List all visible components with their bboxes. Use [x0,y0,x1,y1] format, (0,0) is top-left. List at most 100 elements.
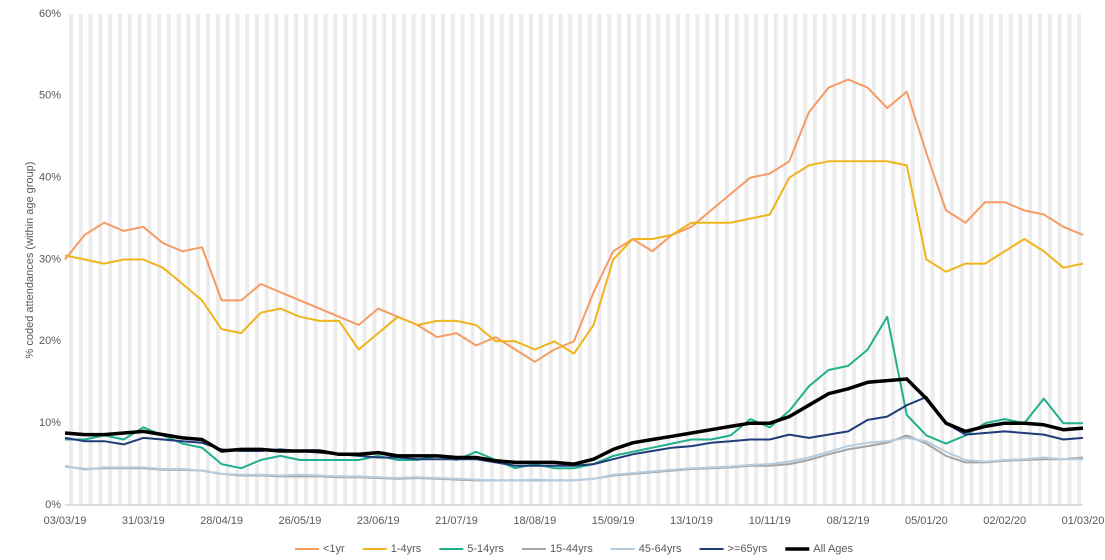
x-tick-label: 01/03/20 [1062,515,1105,527]
bg-stripe [538,14,543,505]
bg-stripe [1028,14,1033,505]
legend-label: 15-44yrs [550,543,593,555]
x-tick-label: 15/09/19 [592,515,635,527]
legend-label: 45-64yrs [639,543,682,555]
bg-stripe [1057,14,1062,505]
bg-stripe [88,14,93,505]
bg-stripe [166,14,171,505]
line-series [64,160,1084,355]
bg-stripe [949,14,954,505]
x-tick-label: 08/12/19 [827,515,870,527]
bg-stripe [812,14,817,505]
bg-stripe [734,14,739,505]
x-tick-label: 23/06/19 [357,515,400,527]
x-tick-label: 13/10/19 [670,515,713,527]
bg-stripe [891,14,896,505]
bg-stripe [969,14,974,505]
line-series [64,377,1084,466]
bg-stripe [920,14,925,505]
bg-stripe [323,14,328,505]
bg-stripe [303,14,308,505]
y-tick-label: 0% [45,499,61,511]
bg-stripe [636,14,641,505]
bg-stripe [254,14,259,505]
bg-stripe [783,14,788,505]
bg-stripe [1038,14,1043,505]
bg-stripe [822,14,827,505]
bg-stripe [509,14,514,505]
bg-stripe [431,14,436,505]
bg-stripe [773,14,778,505]
bg-stripe [489,14,494,505]
bg-stripe [578,14,582,505]
bg-stripe [147,14,152,505]
bg-stripe [421,14,426,505]
legend-label: >=65yrs [728,543,768,555]
x-tick-label: 03/03/19 [44,515,87,527]
bg-stripe [597,14,602,505]
bg-stripe [215,14,220,505]
bg-stripe [499,14,504,505]
bg-stripe [333,14,338,505]
legend-label: 5-14yrs [467,543,504,555]
bg-stripe [705,14,710,505]
bg-stripe [157,14,162,505]
bg-stripe [666,14,671,505]
bg-stripe [411,14,416,505]
bg-stripe [861,14,866,505]
bg-stripe [881,14,886,505]
bg-stripe [440,14,445,505]
bg-stripe [675,14,680,505]
y-tick-label: 10% [39,417,61,429]
bg-stripe [186,14,191,505]
bg-stripe [930,14,935,505]
bg-stripe [343,14,348,505]
legend-label: <1yr [323,543,345,555]
bg-stripe [852,14,857,505]
x-tick-label: 26/05/19 [279,515,322,527]
bg-stripe [832,14,837,505]
y-tick-label: 30% [39,253,61,265]
legend-label: 1-4yrs [391,543,422,555]
bg-stripe [1008,14,1013,505]
bg-stripe [235,14,240,505]
line-series [65,315,1083,470]
line-series [64,78,1084,363]
bg-stripe [724,14,729,505]
x-tick-label: 31/03/19 [122,515,165,527]
bg-stripe [979,14,984,505]
bg-stripe [842,14,847,505]
x-tick-label: 05/01/20 [905,515,948,527]
y-tick-label: 60% [39,8,61,20]
bg-stripe [529,14,534,505]
bg-stripe [685,14,690,505]
y-tick-label: 20% [39,335,61,347]
bg-stripe [587,14,592,505]
bg-stripe [460,14,465,505]
bg-stripe [763,14,768,505]
x-tick-label: 21/07/19 [435,515,478,527]
bg-stripe [196,14,201,505]
bg-stripe [656,14,661,505]
bg-stripe [108,14,113,505]
bg-stripe [69,14,73,505]
bg-stripe [382,14,387,505]
bg-stripe [294,14,299,505]
bg-stripe [901,14,906,505]
bg-stripe [626,14,631,505]
bg-stripe [225,14,230,505]
bg-stripe [372,14,377,505]
bg-stripe [1077,14,1082,505]
bg-stripe [274,14,279,505]
bg-stripe [450,14,455,505]
bg-stripe [313,14,318,505]
bg-stripe [754,14,759,505]
bg-stripe [910,14,915,505]
x-tick-label: 02/02/20 [983,515,1026,527]
bg-stripe [206,14,211,505]
bg-stripe [959,14,964,505]
line-series [64,436,1083,482]
bg-stripe [519,14,524,505]
bg-stripe [940,14,945,505]
legend: <1yr 1-4yrs 5-14yrs 15-44yrs 45-64yrs >=65yrs… [294,543,854,555]
